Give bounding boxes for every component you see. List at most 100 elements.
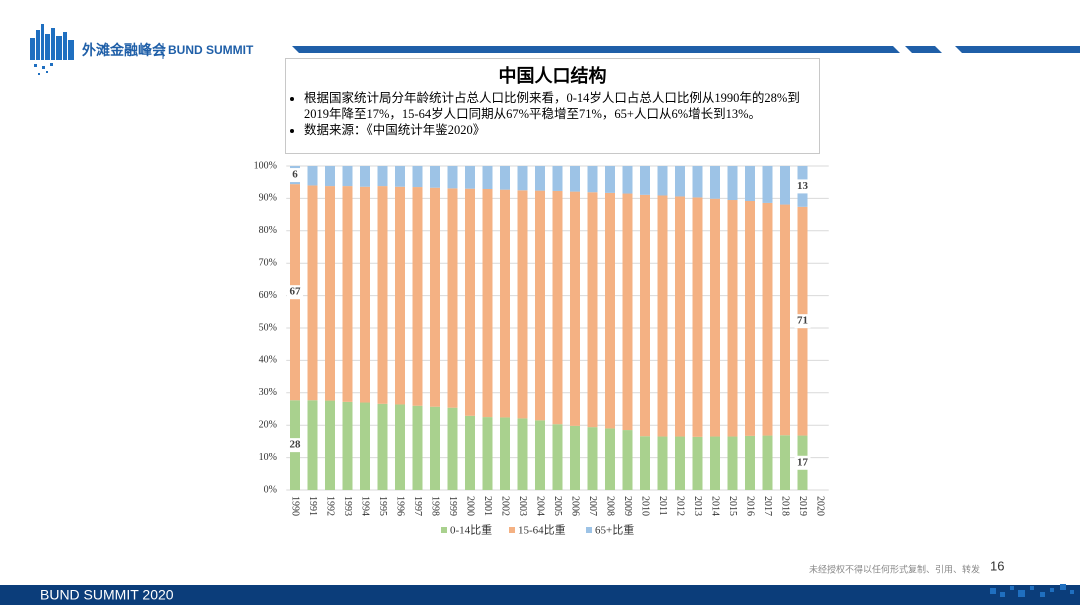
bar-segment — [377, 186, 388, 404]
bar-segment — [640, 166, 650, 195]
text-box: 中国人口结构 根据国家统计局分年龄统计占总人口比例来看，0-14岁人口占总人口比… — [285, 58, 820, 154]
x-tick-label: 1997 — [412, 496, 423, 516]
bar-segment — [587, 427, 598, 490]
bar-segment — [675, 196, 685, 437]
footer-bar — [0, 585, 1080, 605]
chart-title: 中国人口结构 — [498, 66, 607, 86]
bar-segment — [307, 185, 318, 401]
x-tick-label: 1994 — [360, 496, 371, 516]
bar-segment — [307, 400, 318, 490]
bar-segment — [552, 166, 563, 191]
bar-segment — [430, 166, 440, 188]
bar-segment — [517, 418, 528, 490]
x-tick-label: 2017 — [762, 496, 773, 516]
legend-swatch — [509, 527, 515, 533]
brand-cn: 外滩金融峰会 — [82, 42, 167, 59]
bar-segment — [342, 401, 353, 490]
bar-segment — [482, 166, 493, 190]
y-tick-label: 100% — [254, 160, 277, 171]
footer-event: BUND SUMMIT 2020 — [40, 587, 174, 603]
bar-segment — [307, 166, 318, 186]
y-tick-label: 90% — [259, 193, 277, 204]
bar-segment — [727, 436, 738, 490]
bar-segment — [622, 430, 633, 490]
data-label: 67 — [290, 286, 302, 298]
x-tick-label: 2020 — [815, 496, 826, 516]
bar-segment — [587, 166, 598, 193]
bar-segment — [657, 195, 668, 437]
bar-segment — [500, 166, 510, 190]
x-tick-label: 1998 — [430, 496, 441, 516]
header-stripe — [292, 46, 900, 53]
x-tick-label: 2003 — [517, 496, 528, 516]
x-tick-label: 2008 — [605, 496, 616, 516]
data-label-bg — [287, 438, 303, 453]
x-tick-label: 2018 — [780, 496, 791, 516]
x-tick-label: 2015 — [727, 496, 738, 516]
x-tick-label: 1990 — [290, 496, 301, 516]
bar-segment — [587, 192, 598, 428]
x-tick-label: 2013 — [692, 496, 703, 516]
legend-label: 15-64比重 — [518, 523, 566, 537]
x-tick-label: 2016 — [745, 496, 756, 516]
bar-segment — [710, 436, 720, 490]
bar-segment — [500, 189, 510, 418]
bar-segment — [535, 420, 545, 490]
bar-segment — [360, 166, 370, 187]
x-tick-label: 1995 — [377, 496, 388, 516]
bar-segment — [710, 198, 720, 437]
bar-segment — [360, 402, 370, 490]
bar-segment — [727, 166, 738, 201]
bar-segment — [517, 190, 528, 419]
bar-segment — [657, 436, 668, 490]
bar-segment — [622, 193, 633, 431]
bar-segment — [552, 424, 563, 490]
bar-segment — [377, 166, 388, 187]
bar-segment — [430, 187, 440, 407]
bar-segment — [342, 166, 353, 187]
bar-segment — [552, 190, 563, 425]
bar-segment — [675, 166, 685, 197]
bar-segment — [727, 200, 738, 437]
data-label-bg — [794, 314, 811, 329]
bar-segment — [605, 192, 615, 429]
bar-segment — [395, 404, 405, 490]
bar-segment — [500, 417, 510, 490]
bar-segment — [412, 187, 423, 406]
bar-segment — [535, 190, 545, 421]
y-tick-label: 30% — [259, 387, 277, 398]
bar-segment — [342, 186, 353, 402]
bar-segment — [657, 166, 668, 196]
data-label: 28 — [290, 439, 302, 451]
brand-en: BUND SUMMIT — [168, 43, 254, 57]
x-tick-label: 2019 — [797, 496, 808, 516]
data-label: 6 — [292, 169, 298, 181]
bar-segment — [692, 197, 703, 437]
y-tick-label: 0% — [264, 484, 277, 495]
logo-icon — [30, 24, 74, 75]
bar-segment — [570, 191, 580, 426]
bar-segment — [482, 417, 493, 490]
bar-segment — [465, 415, 475, 490]
bar-segment — [762, 202, 773, 436]
bar-segment — [640, 436, 650, 490]
x-tick-label: 2011 — [657, 496, 668, 516]
bar-segment — [762, 435, 773, 490]
bar-segment — [482, 189, 493, 418]
bar-segment — [447, 188, 458, 408]
data-label-bg — [287, 168, 303, 183]
x-tick-label: 2000 — [465, 496, 476, 516]
x-tick-label: 2002 — [500, 496, 511, 516]
bar-segment — [412, 405, 423, 490]
legend-swatch — [441, 527, 447, 533]
bar-segment — [465, 188, 475, 416]
y-tick-label: 50% — [259, 322, 277, 333]
bar-segment — [762, 166, 773, 203]
bar-segment — [605, 166, 615, 193]
data-label-bg — [794, 455, 811, 470]
y-tick-label: 70% — [259, 257, 277, 268]
bar-segment — [622, 166, 633, 194]
chart: 0% 10% 20% 30% 40% 50% 60% 70% 80% 90% 100% 1990 28 6… — [254, 160, 829, 537]
bar-segment — [430, 406, 440, 490]
